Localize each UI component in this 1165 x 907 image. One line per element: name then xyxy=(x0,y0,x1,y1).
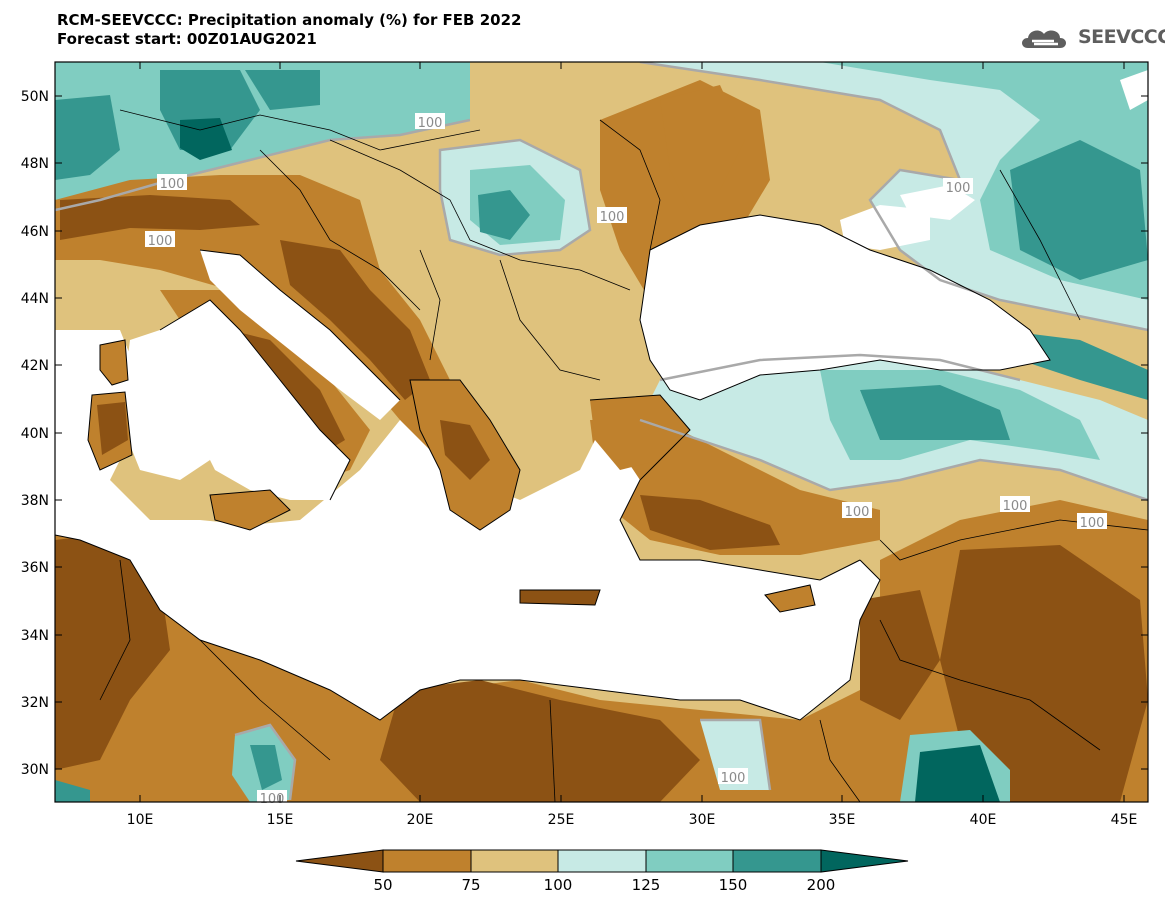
lon-axis: 10E 15E 20E 25E 30E 35E 40E 45E xyxy=(127,62,1138,828)
lat-label: 42N xyxy=(21,358,49,374)
colorbar-label: 50 xyxy=(373,876,392,894)
lat-label: 44N xyxy=(21,291,49,307)
lon-label: 15E xyxy=(267,812,294,828)
contour-lines xyxy=(55,62,1148,801)
contour-label: 100 xyxy=(418,116,443,131)
contour-label: 100 xyxy=(721,771,746,786)
contour-label: 100 xyxy=(260,792,285,807)
lat-label: 40N xyxy=(21,426,49,442)
cloud-icon xyxy=(1022,30,1066,48)
lat-label: 30N xyxy=(21,762,49,778)
colorbar-segment xyxy=(295,849,384,873)
lon-label: 40E xyxy=(970,812,997,828)
map-frame xyxy=(54,61,1149,803)
colorbar-label: 75 xyxy=(461,876,480,894)
colorbar-segment xyxy=(557,849,647,873)
contour-label: 100 xyxy=(160,177,185,192)
map-field xyxy=(55,62,1148,802)
colorbar-segment xyxy=(732,849,822,873)
colorbar-label: 100 xyxy=(544,876,573,894)
colorbar: 50 75 100 125 150 200 xyxy=(295,849,909,894)
coastlines xyxy=(55,214,1051,721)
lat-label: 50N xyxy=(21,89,49,105)
lat-label: 48N xyxy=(21,156,49,172)
seevccc-logo: SEEVCCC xyxy=(1018,22,1165,56)
lon-label: 35E xyxy=(829,812,856,828)
logo-text: SEEVCCC xyxy=(1078,26,1165,48)
colorbar-label: 125 xyxy=(632,876,661,894)
contour-label: 100 xyxy=(600,210,625,225)
lat-label: 36N xyxy=(21,560,49,576)
contour-label: 100 xyxy=(148,234,173,249)
cyprus xyxy=(765,585,815,612)
lon-label: 20E xyxy=(407,812,434,828)
colorbar-segment xyxy=(645,849,734,873)
country-borders xyxy=(99,109,1148,802)
lat-label: 32N xyxy=(21,695,49,711)
sea-mask xyxy=(55,70,1148,720)
contour-label-group: 100 100 100 100 100 100 100 100 100 100 xyxy=(145,113,1107,807)
colorbar-segment xyxy=(820,849,909,873)
colorbar-segment xyxy=(382,849,472,873)
lat-axis: 50N 48N 46N 44N 42N 40N 38N 36N 34N 32N … xyxy=(21,89,1148,778)
colorbar-segment xyxy=(470,849,559,873)
colorbar-label: 200 xyxy=(807,876,836,894)
lat-label: 34N xyxy=(21,628,49,644)
lon-label: 25E xyxy=(548,812,575,828)
corsica xyxy=(100,340,128,385)
lon-label: 45E xyxy=(1111,812,1138,828)
contour-label: 100 xyxy=(1003,499,1028,514)
lat-label: 38N xyxy=(21,493,49,509)
lon-label: 10E xyxy=(127,812,154,828)
contour-label: 100 xyxy=(1080,516,1105,531)
contour-label: 100 xyxy=(845,505,870,520)
crete xyxy=(520,590,600,605)
contour-label: 100 xyxy=(946,181,971,196)
lon-label: 30E xyxy=(689,812,716,828)
colorbar-label: 150 xyxy=(719,876,748,894)
lat-label: 46N xyxy=(21,224,49,240)
forecast-start-subtitle: Forecast start: 00Z01AUG2021 xyxy=(57,30,317,48)
map-title: RCM-SEEVCCC: Precipitation anomaly (%) f… xyxy=(57,11,522,29)
